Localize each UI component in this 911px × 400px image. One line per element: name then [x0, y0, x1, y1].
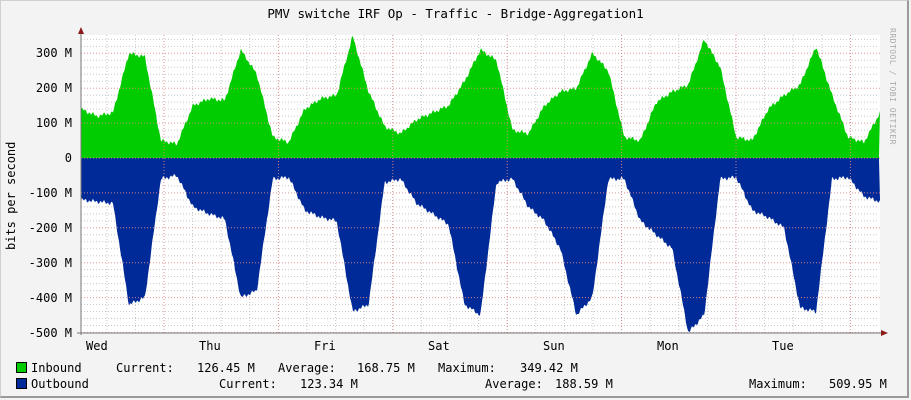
inbound-swatch-icon [16, 362, 27, 373]
maximum-label: Maximum: [438, 361, 496, 375]
x-tick-label: Wed [86, 339, 108, 353]
current-label: Current: [219, 377, 277, 391]
outbound-current-value: 123.34 M [300, 377, 358, 391]
current-label: Current: [116, 361, 174, 375]
legend-label: Inbound [31, 361, 82, 375]
y-tick-label: 100 M [35, 116, 72, 130]
y-tick-label: -300 M [28, 256, 72, 270]
x-tick-label: Sun [543, 339, 565, 353]
legend-label: Outbound [31, 377, 89, 391]
y-tick-label: 0 [64, 151, 72, 165]
x-tick-label: Sat [428, 339, 450, 353]
inbound-area [81, 36, 880, 158]
y-axis-arrow-icon [78, 27, 84, 34]
average-label: Average: [485, 377, 543, 391]
y-tick-label: -400 M [28, 291, 72, 305]
outbound-area [81, 158, 880, 332]
y-tick-label: -100 M [28, 186, 72, 200]
x-tick-label: Tue [772, 339, 794, 353]
outbound-swatch-icon [16, 378, 27, 389]
y-tick-label: 300 M [35, 46, 72, 60]
inbound-average-value: 168.75 M [357, 361, 415, 375]
inbound-current-value: 126.45 M [197, 361, 255, 375]
y-tick-label: 200 M [35, 81, 72, 95]
x-tick-label: Mon [657, 339, 679, 353]
outbound-average-value: 188.59 M [555, 377, 613, 391]
average-label: Average: [278, 361, 336, 375]
graph-title: PMV switche IRF Op - Traffic - Bridge-Ag… [267, 6, 644, 21]
x-axis-arrow-icon [881, 330, 888, 336]
inbound-maximum-value: 349.42 M [520, 361, 578, 375]
x-tick-label: Thu [199, 339, 221, 353]
x-tick-label: Fri [314, 339, 336, 353]
maximum-label: Maximum: [749, 377, 807, 391]
y-tick-label: -200 M [28, 221, 72, 235]
y-tick-label: -500 M [28, 326, 72, 340]
outbound-maximum-value: 509.95 M [829, 377, 887, 391]
